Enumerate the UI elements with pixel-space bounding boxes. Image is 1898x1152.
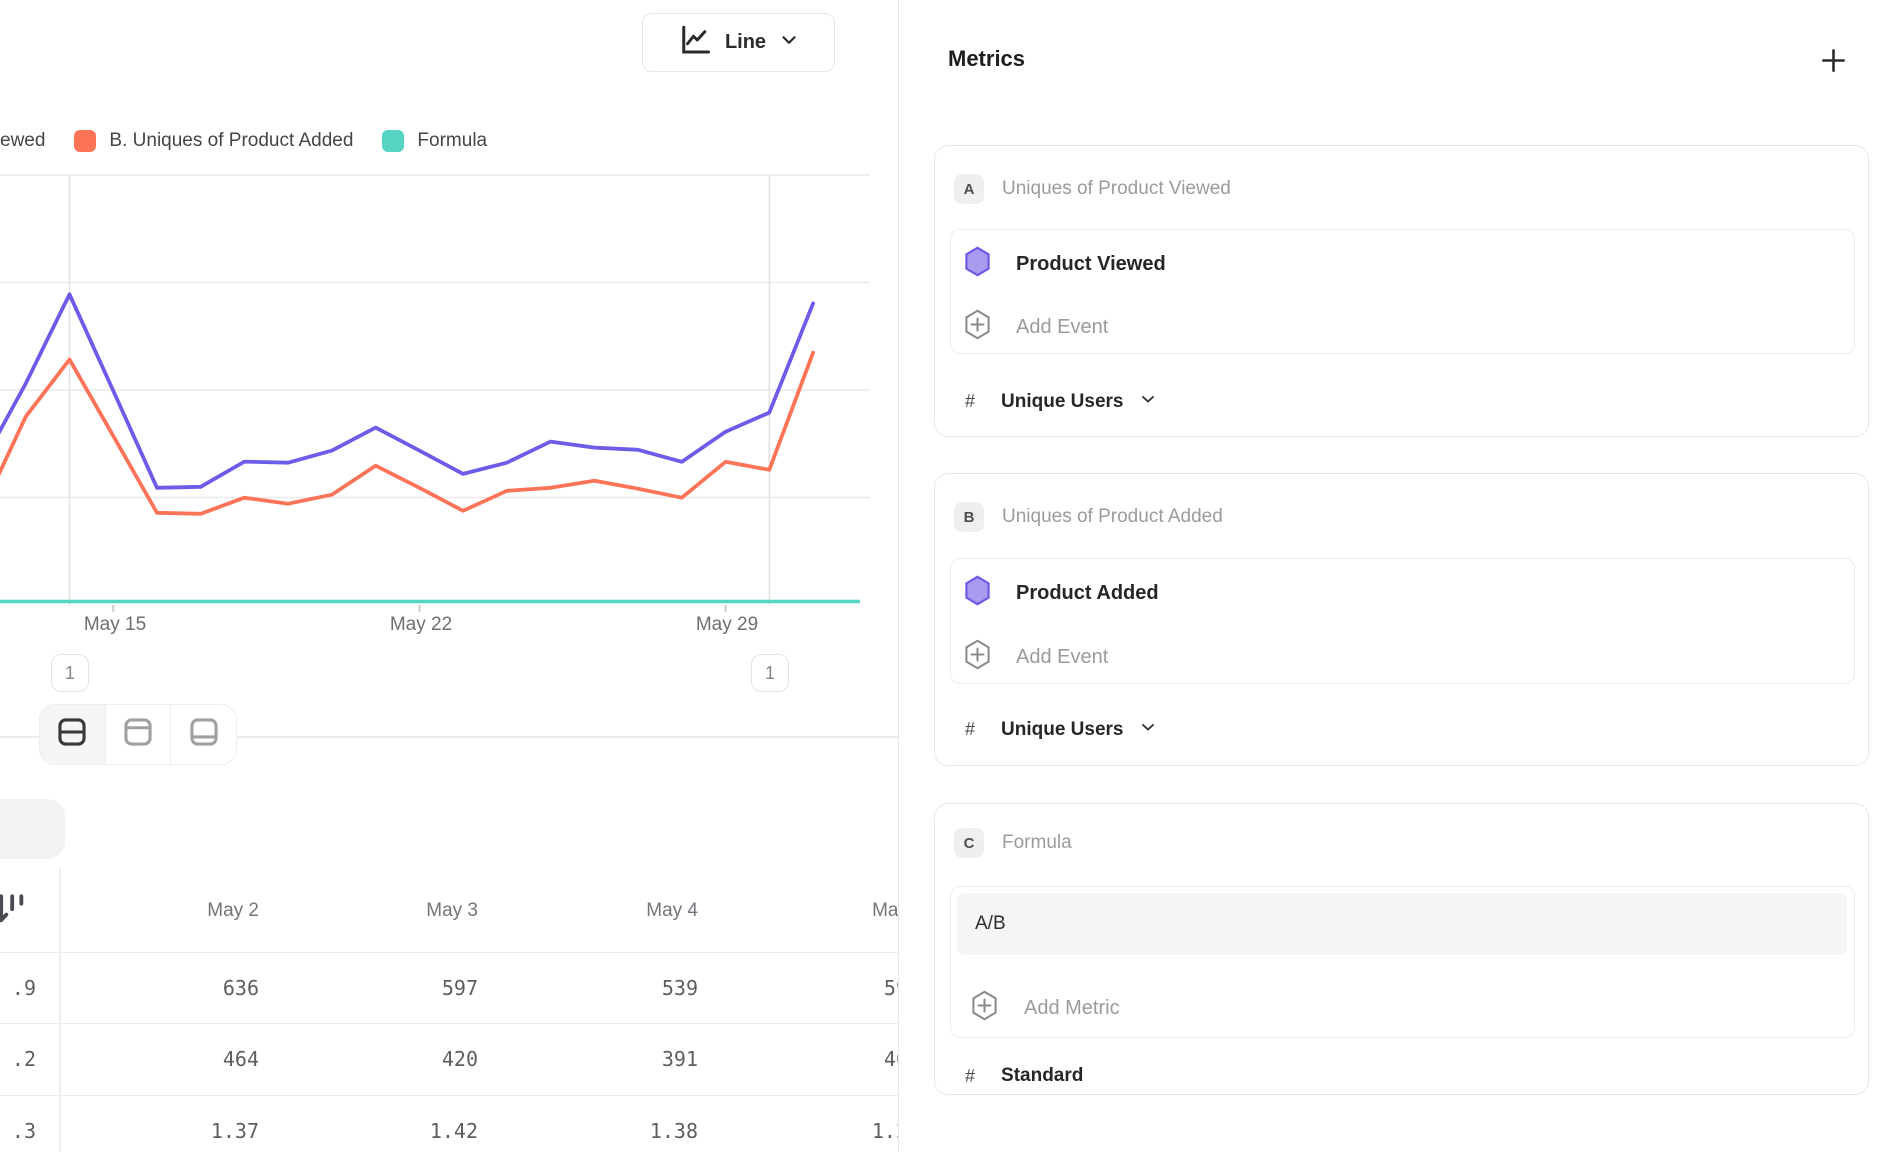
chart-section: Line ewed B. Uniques of Product Added Fo… — [0, 0, 898, 1152]
table-row-formula[interactable]: .3 1.37 1.42 1.38 1.2 — [0, 1095, 898, 1152]
event-row-product-added[interactable]: Product Added — [963, 575, 1159, 611]
metric-card-c: C Formula A/B Add Metric — [934, 803, 1869, 1095]
x-axis-label-may29: May 29 — [695, 614, 759, 635]
legend-item-a-cut[interactable]: ewed — [0, 130, 46, 151]
column-header[interactable]: May 3 — [426, 899, 478, 921]
hexagon-plus-icon — [969, 990, 1000, 1026]
table-row-metric-a[interactable]: .9 636 597 539 59 — [0, 952, 898, 1023]
frozen-column-separator — [59, 869, 61, 1152]
annotation-badge-1[interactable]: 1 — [51, 654, 89, 692]
frozen-cell-cut: .9 — [11, 976, 36, 1000]
layout-bottom-panel-button[interactable] — [170, 705, 236, 764]
value-cell: 1.42 — [429, 1119, 478, 1143]
metric-card-title[interactable]: Uniques of Product Viewed — [1002, 178, 1231, 199]
chart-type-dropdown[interactable]: Line — [642, 13, 835, 72]
metrics-panel: Metrics A Uniques of Product Viewed — [898, 0, 1898, 1152]
value-cell: 1.37 — [210, 1119, 259, 1143]
value-cell: 1.38 — [649, 1119, 698, 1143]
measure-dropdown-a[interactable]: # Unique Users — [965, 389, 1158, 414]
add-metric-plus-button[interactable] — [1817, 44, 1849, 76]
annotation-badge-2[interactable]: 1 — [751, 654, 789, 692]
chevron-down-icon — [1138, 389, 1158, 414]
event-hexagon-icon — [963, 246, 992, 282]
metric-card-title[interactable]: Uniques of Product Added — [1002, 506, 1223, 527]
add-event-button[interactable]: Add Event — [963, 309, 1108, 345]
measure-type-standard[interactable]: # Standard — [965, 1065, 1084, 1086]
formula-input[interactable]: A/B — [957, 893, 1847, 955]
column-header[interactable]: May 2 — [207, 899, 259, 921]
layout-toggle-group — [39, 704, 237, 765]
add-event-button[interactable]: Add Event — [963, 639, 1108, 675]
table-header-row: May 2 May 3 May 4 May — [0, 869, 898, 952]
chevron-down-icon — [1138, 717, 1158, 742]
event-row-product-viewed[interactable]: Product Viewed — [963, 246, 1166, 282]
table-row-metric-b[interactable]: .2 464 420 391 46 — [0, 1023, 898, 1094]
layout-top-panel-button[interactable] — [104, 705, 171, 764]
x-axis-label-may15: May 15 — [83, 614, 147, 635]
legend-item-formula[interactable]: Formula — [382, 130, 487, 152]
column-header[interactable]: May 4 — [646, 899, 698, 921]
value-cell: 464 — [222, 1047, 259, 1071]
value-cell: 636 — [222, 976, 259, 1000]
column-header-cut[interactable]: May — [872, 899, 898, 921]
value-cell: 597 — [441, 976, 478, 1000]
metric-letter-badge: A — [954, 174, 984, 204]
value-cell: 420 — [441, 1047, 478, 1071]
formula-expression: A/B — [975, 913, 1006, 934]
value-cell: 539 — [661, 976, 698, 1000]
hash-icon: # — [965, 391, 976, 411]
panel-bottom-icon — [187, 715, 221, 754]
panel-top-icon — [121, 715, 155, 754]
legend-swatch-formula — [382, 130, 405, 152]
section-divider — [0, 736, 898, 738]
metric-card-title[interactable]: Formula — [1002, 832, 1072, 853]
hexagon-plus-icon — [963, 309, 992, 345]
chart-legend: ewed B. Uniques of Product Added Formula — [0, 128, 487, 154]
line-chart-plot-area[interactable]: May 15 May 22 May 29 — [0, 150, 898, 635]
line-chart-canvas — [0, 174, 870, 612]
legend-item-b[interactable]: B. Uniques of Product Added — [74, 130, 353, 152]
measure-dropdown-b[interactable]: # Unique Users — [965, 717, 1158, 742]
hash-icon: # — [965, 1065, 976, 1086]
metric-card-b: B Uniques of Product Added Product Added — [934, 473, 1869, 766]
metrics-panel-title: Metrics — [948, 46, 1026, 71]
chevron-down-icon — [778, 29, 800, 56]
frozen-cell-cut: .3 — [11, 1119, 36, 1143]
chart-type-label: Line — [724, 31, 767, 53]
hash-icon: # — [965, 719, 976, 739]
table-filter-pill-cut[interactable] — [0, 799, 65, 859]
sort-descending-icon[interactable] — [0, 869, 36, 952]
layout-split-view-button[interactable] — [40, 705, 105, 764]
split-horizontal-icon — [55, 715, 89, 754]
results-table: May 2 May 3 May 4 May .9 636 597 539 59 … — [0, 869, 898, 1152]
legend-swatch-b — [74, 130, 97, 152]
line-chart-icon — [677, 22, 713, 63]
event-hexagon-icon — [963, 575, 992, 611]
x-axis-label-may22: May 22 — [389, 614, 453, 635]
frozen-cell-cut: .2 — [11, 1047, 36, 1071]
metric-letter-badge: B — [954, 502, 984, 532]
value-cell: 391 — [661, 1047, 698, 1071]
value-cell-cut: 59 — [883, 976, 898, 1000]
metric-letter-badge: C — [954, 828, 984, 858]
hexagon-plus-icon — [963, 639, 992, 675]
value-cell-cut: 46 — [883, 1047, 898, 1071]
add-metric-button[interactable]: Add Metric — [969, 990, 1120, 1026]
value-cell-cut: 1.2 — [871, 1119, 898, 1143]
metric-card-a: A Uniques of Product Viewed Product View… — [934, 145, 1869, 437]
metrics-panel-header: Metrics — [899, 0, 1898, 110]
